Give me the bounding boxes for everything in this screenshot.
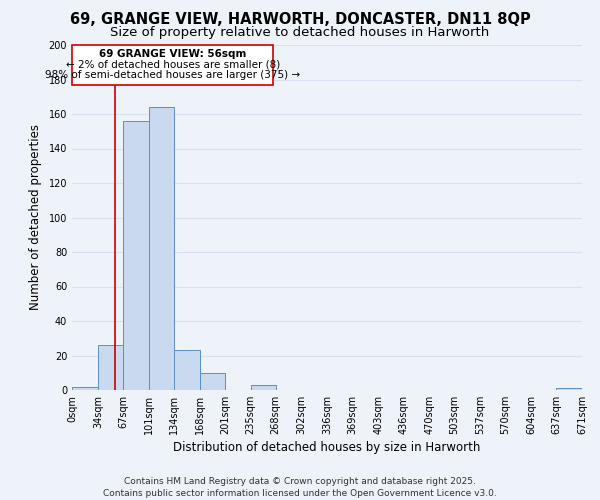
Bar bbox=[556, 388, 582, 390]
Y-axis label: Number of detached properties: Number of detached properties bbox=[29, 124, 41, 310]
Text: Contains HM Land Registry data © Crown copyright and database right 2025.: Contains HM Land Registry data © Crown c… bbox=[124, 478, 476, 486]
Bar bbox=[174, 350, 200, 390]
Text: Contains public sector information licensed under the Open Government Licence v3: Contains public sector information licen… bbox=[103, 489, 497, 498]
Bar bbox=[72, 386, 98, 390]
Bar bbox=[123, 121, 149, 390]
Text: ← 2% of detached houses are smaller (8): ← 2% of detached houses are smaller (8) bbox=[66, 60, 280, 70]
Text: 98% of semi-detached houses are larger (375) →: 98% of semi-detached houses are larger (… bbox=[46, 70, 301, 80]
Text: 69, GRANGE VIEW, HARWORTH, DONCASTER, DN11 8QP: 69, GRANGE VIEW, HARWORTH, DONCASTER, DN… bbox=[70, 12, 530, 28]
Bar bbox=[251, 385, 275, 390]
FancyBboxPatch shape bbox=[73, 45, 274, 84]
Text: 69 GRANGE VIEW: 56sqm: 69 GRANGE VIEW: 56sqm bbox=[99, 50, 247, 59]
X-axis label: Distribution of detached houses by size in Harworth: Distribution of detached houses by size … bbox=[173, 441, 481, 454]
Bar bbox=[98, 345, 123, 390]
Bar bbox=[200, 373, 225, 390]
Text: Size of property relative to detached houses in Harworth: Size of property relative to detached ho… bbox=[110, 26, 490, 39]
Bar bbox=[149, 107, 174, 390]
